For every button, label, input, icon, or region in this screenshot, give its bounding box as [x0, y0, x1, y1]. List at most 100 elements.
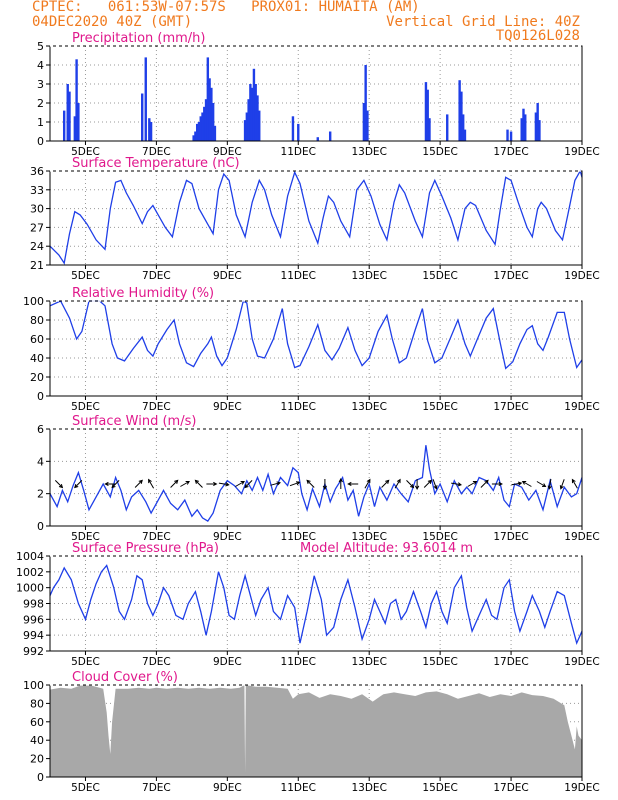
precip-bar — [195, 123, 199, 141]
cloud-ytick-label: 0 — [37, 771, 44, 784]
precip-bar — [291, 116, 295, 141]
temp-ytick-label: 27 — [30, 221, 44, 234]
wind-arrow — [394, 478, 401, 489]
precip-bar — [463, 129, 467, 141]
precip-title: Precipitation (mm/h) — [72, 31, 205, 46]
rh-xtick-label: 19DEC — [564, 401, 599, 413]
wind-arrow — [406, 480, 415, 489]
wind-arrow — [206, 481, 218, 487]
wind-grid — [50, 429, 582, 526]
rh-xtick-label: 5DEC — [71, 401, 100, 413]
cloud-ytick-label: 60 — [30, 716, 44, 729]
precip-bar — [458, 80, 461, 141]
precip-bar — [201, 112, 204, 141]
wind-arrow — [74, 480, 83, 489]
wind-arrow — [423, 479, 433, 488]
wind-arrow — [511, 481, 523, 486]
cloud-title: Cloud Cover (%) — [72, 670, 178, 685]
wind-arrows — [54, 477, 578, 491]
cloud-ytick-label: 20 — [30, 753, 44, 766]
wind-ytick-label: 2 — [37, 488, 44, 501]
rh-grid — [50, 301, 582, 396]
rh-xtick-label: 7DEC — [142, 401, 171, 413]
precip-bar — [197, 122, 201, 141]
wind-arrow — [451, 482, 462, 487]
wind-series-line — [49, 445, 583, 522]
pressure-series-line — [49, 564, 583, 646]
temp-grid — [50, 171, 582, 265]
wind-xtick-label: 17DEC — [493, 531, 528, 543]
wind-arrow — [111, 480, 120, 489]
precip-bar — [211, 103, 215, 141]
precip-bar — [461, 114, 465, 141]
precip-bar — [68, 91, 71, 141]
precip-bar — [245, 112, 249, 141]
wind-arrow — [194, 479, 203, 488]
precip-bar — [210, 87, 213, 141]
wind-xtick-label: 11DEC — [281, 531, 316, 543]
cloud-ytick-label: 80 — [30, 697, 44, 710]
wind-arrow — [338, 477, 343, 489]
precip-ytick-label: 0 — [37, 135, 44, 148]
pressure-xtick-label: 7DEC — [142, 656, 171, 668]
rh-ytick-label: 100 — [23, 295, 44, 308]
precip-bar — [203, 106, 206, 141]
rh-ytick-label: 40 — [30, 352, 44, 365]
pressure-xtick-label: 19DEC — [564, 656, 599, 668]
wind-xtick-label: 15DEC — [422, 531, 457, 543]
wind-arrow — [480, 479, 489, 488]
wind-arrow — [244, 480, 253, 489]
header-run-date: 04DEC2020 40Z (GMT) — [32, 14, 193, 30]
temp-ytick-label: 21 — [30, 259, 44, 272]
rh-xtick-label: 17DEC — [493, 401, 528, 413]
pressure-xtick-label: 9DEC — [213, 656, 242, 668]
precip-bar — [506, 129, 509, 141]
precip-xtick-label: 17DEC — [493, 146, 528, 158]
precip-bar — [199, 116, 202, 141]
pressure-xtick-label: 17DEC — [493, 656, 528, 668]
wind-arrow — [536, 481, 547, 488]
precip-bar — [149, 122, 153, 141]
precip-frame — [49, 45, 583, 142]
pressure-title: Surface Pressure (hPa) — [72, 541, 219, 556]
temp-xtick-label: 11DEC — [281, 270, 316, 282]
precip-bar — [316, 137, 319, 141]
rh-frame — [49, 300, 583, 397]
precip-bar — [362, 103, 366, 141]
precip-bar — [75, 59, 78, 141]
precip-bars — [62, 57, 541, 141]
precip-bar — [520, 118, 523, 141]
temp-series-line — [49, 169, 583, 265]
header-location: CPTEC: 061:53W-07:57S PROX01: HUMAITA (A… — [32, 0, 420, 15]
wind-arrow — [306, 479, 315, 488]
pressure-subtitle: Model Altitude: 93.6014 m — [300, 541, 473, 556]
temp-frame — [49, 170, 583, 266]
wind-arrow — [364, 478, 371, 489]
temp-xtick-label: 5DEC — [71, 270, 100, 282]
precip-ytick-label: 1 — [37, 116, 44, 129]
pressure-ytick-label: 992 — [23, 645, 44, 658]
wind-ytick-label: 6 — [37, 423, 44, 436]
precip-bar — [194, 131, 197, 141]
wind-arrow — [148, 478, 155, 489]
precip-grid — [50, 46, 582, 141]
precip-bar — [424, 82, 428, 141]
rh-series-line — [49, 300, 583, 370]
precip-bar — [524, 114, 527, 141]
temp-xtick-label: 17DEC — [493, 270, 528, 282]
rh-ytick-label: 60 — [30, 333, 44, 346]
pressure-xtick-label: 13DEC — [351, 656, 386, 668]
precip-bar — [66, 84, 69, 141]
rh-xtick-label: 15DEC — [422, 401, 457, 413]
cloud-xtick-label: 5DEC — [71, 782, 100, 794]
precip-bar — [141, 93, 144, 141]
precip-bar — [258, 110, 261, 141]
wind-arrow — [322, 479, 327, 491]
rh-title: Relative Humidity (%) — [72, 286, 214, 301]
wind-arrow — [347, 481, 359, 487]
precip-xtick-label: 15DEC — [422, 146, 457, 158]
precip-bar — [522, 108, 525, 141]
pressure-ytick-label: 998 — [23, 598, 44, 611]
rh-ytick-label: 20 — [30, 371, 44, 384]
